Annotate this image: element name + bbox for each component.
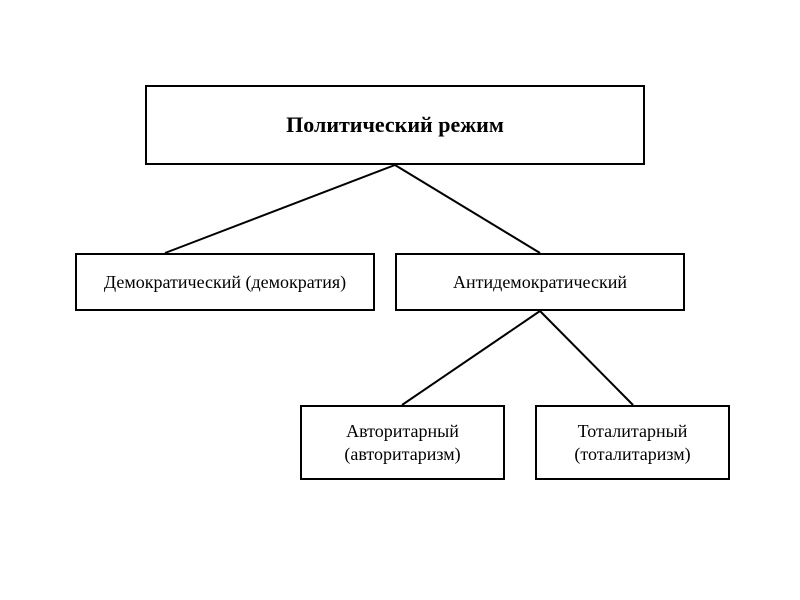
node-authoritarian-label: Авторитарный (авторитаризм): [312, 420, 493, 465]
node-authoritarian: Авторитарный (авторитаризм): [300, 405, 505, 480]
node-totalitarian: Тоталитарный (тоталитаризм): [535, 405, 730, 480]
connector-line: [402, 311, 540, 405]
node-democratic: Демократический (демократия): [75, 253, 375, 311]
node-root-label: Политический режим: [286, 111, 504, 139]
node-democratic-label: Демократический (демократия): [104, 271, 346, 294]
node-antidemocratic-label: Антидемократический: [453, 271, 627, 294]
node-root: Политический режим: [145, 85, 645, 165]
node-totalitarian-label: Тоталитарный (тоталитаризм): [547, 420, 718, 465]
connector-line: [540, 311, 633, 405]
connector-line: [395, 165, 540, 253]
node-antidemocratic: Антидемократический: [395, 253, 685, 311]
connector-line: [165, 165, 395, 253]
